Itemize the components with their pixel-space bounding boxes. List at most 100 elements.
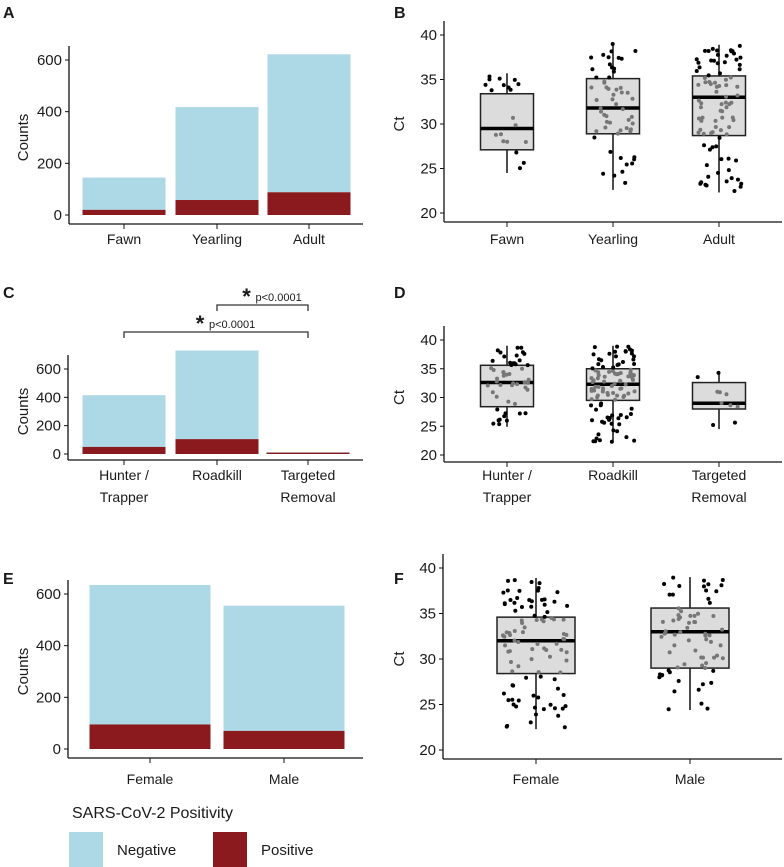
data-point <box>601 171 606 176</box>
data-point <box>609 421 614 426</box>
data-point <box>515 596 520 601</box>
data-point <box>610 413 615 418</box>
data-point <box>706 49 711 54</box>
data-point <box>710 145 715 150</box>
data-point <box>560 706 565 711</box>
data-point <box>609 383 614 388</box>
data-point <box>537 581 542 586</box>
x-tick-label: Adult <box>293 231 325 247</box>
data-point <box>728 403 733 408</box>
data-point <box>703 631 708 636</box>
data-point <box>539 617 544 622</box>
data-point <box>728 75 733 80</box>
data-point <box>694 69 699 74</box>
data-point <box>542 614 547 619</box>
x-tick-label: Yearling <box>192 231 242 247</box>
data-point <box>670 592 675 597</box>
data-point <box>618 155 623 160</box>
data-point <box>724 105 729 110</box>
data-point <box>616 55 621 60</box>
data-point <box>715 61 720 66</box>
data-point <box>611 365 616 370</box>
data-point <box>679 609 684 614</box>
data-point <box>542 597 547 602</box>
data-point <box>703 80 708 85</box>
data-point <box>483 82 488 87</box>
data-point <box>596 357 601 362</box>
data-point <box>618 85 623 90</box>
data-point <box>629 348 634 353</box>
data-point <box>667 670 672 675</box>
data-point <box>515 382 520 387</box>
data-point <box>521 160 526 165</box>
data-point <box>504 418 509 423</box>
data-point <box>565 603 570 608</box>
data-point <box>700 682 705 687</box>
data-point <box>620 169 625 174</box>
panel-label: B <box>394 5 406 22</box>
data-point <box>737 67 742 72</box>
x-tick-label-line: Female <box>513 771 560 787</box>
y-tick-label: 30 <box>420 116 437 133</box>
data-point <box>595 376 600 381</box>
y-tick-label: 20 <box>420 447 437 464</box>
data-point <box>706 73 711 78</box>
data-point <box>699 180 704 185</box>
bar-positive <box>266 452 350 454</box>
data-point <box>519 605 524 610</box>
data-point <box>561 693 566 698</box>
data-point <box>562 637 567 642</box>
data-point <box>502 414 507 419</box>
x-tick-label: Female <box>513 771 560 787</box>
data-point <box>615 429 620 434</box>
x-tick-label: Targeted Removal <box>691 467 746 505</box>
data-point <box>598 106 603 111</box>
data-point <box>630 121 635 126</box>
data-point <box>719 583 724 588</box>
data-point <box>608 120 613 125</box>
data-point <box>714 144 719 149</box>
data-point <box>591 352 596 357</box>
data-point <box>589 397 594 402</box>
y-axis-label: Ct <box>391 389 408 405</box>
data-point <box>507 649 512 654</box>
data-point <box>615 131 620 136</box>
y-tick-label: 40 <box>420 332 437 349</box>
data-point <box>561 631 566 636</box>
data-point <box>524 675 529 680</box>
data-point <box>714 84 719 89</box>
data-point <box>555 590 560 595</box>
y-tick-label: 200 <box>36 418 61 435</box>
p-value-label: p<0.0001 <box>209 319 255 331</box>
data-point <box>714 589 719 594</box>
data-point <box>487 77 492 82</box>
y-tick-label: 600 <box>37 52 62 69</box>
data-point <box>613 397 618 402</box>
data-point <box>517 358 522 363</box>
data-point <box>613 349 618 354</box>
data-point <box>702 143 707 148</box>
data-point <box>522 380 527 385</box>
data-point <box>698 105 703 110</box>
data-point <box>525 363 530 368</box>
x-tick-label-line: Targeted <box>281 467 335 483</box>
data-point <box>520 630 525 635</box>
data-point <box>504 372 509 377</box>
data-point <box>602 79 607 84</box>
data-point <box>505 139 510 144</box>
bar-negative <box>267 54 351 193</box>
bar-negative <box>82 395 166 447</box>
data-point <box>720 627 725 632</box>
data-point <box>632 389 637 394</box>
data-point <box>624 162 629 167</box>
data-point <box>502 354 507 359</box>
data-point <box>707 147 712 152</box>
data-point <box>516 82 521 87</box>
bar-negative <box>175 107 259 201</box>
data-point <box>711 668 716 673</box>
data-point <box>531 693 536 698</box>
y-tick-label: 25 <box>420 418 437 435</box>
data-point <box>713 118 718 123</box>
data-point <box>501 373 506 378</box>
